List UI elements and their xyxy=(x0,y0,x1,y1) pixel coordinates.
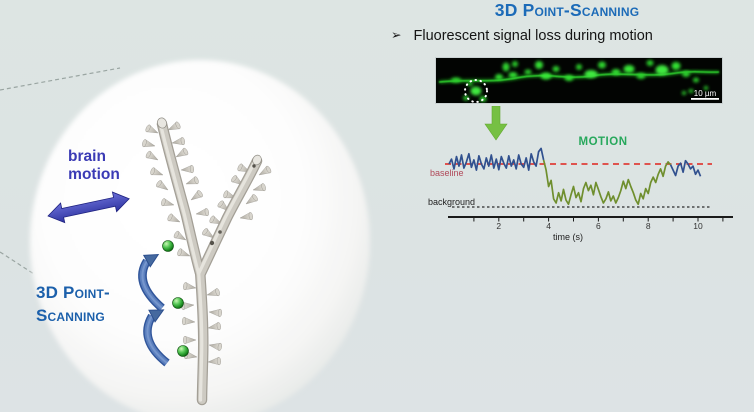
fluorescence-traces xyxy=(448,147,702,206)
dendrite-fluorescence xyxy=(438,60,720,102)
bullet-arrow-icon: ➢ xyxy=(391,28,402,42)
scan-point-spheres xyxy=(162,240,189,357)
brain-motion-arrow xyxy=(47,191,130,224)
end-on-spine-dot xyxy=(252,164,256,168)
dendrite-3d-render xyxy=(141,117,273,406)
end-on-spine-dot xyxy=(218,230,222,234)
x-tick-label: 8 xyxy=(646,221,651,231)
x-tick-labels: 2 4 6 8 10 xyxy=(496,221,703,231)
background-label: background xyxy=(428,197,475,207)
bullet-text: Fluorescent signal loss during motion xyxy=(413,28,653,44)
branch-end-cap xyxy=(252,154,262,166)
brain-motion-line2: motion xyxy=(68,166,120,183)
scan-point-sphere xyxy=(162,240,174,252)
x-axis-ticks xyxy=(473,218,724,222)
scan-point-sphere xyxy=(177,345,189,357)
end-on-spine-dot xyxy=(209,240,215,246)
x-tick-label: 4 xyxy=(546,221,551,231)
green-down-arrow-icon xyxy=(484,106,508,141)
signal-chart: MOTION baseline background 2 4 6 8 10 ti… xyxy=(428,136,733,242)
point-scanning-label: 3D Point- Scanning xyxy=(36,281,110,327)
slide-title: 3D Point-Scanning xyxy=(494,0,640,20)
scale-bar-label: 10 µm xyxy=(694,89,717,98)
dendrite-branches xyxy=(156,118,263,406)
x-axis-title: time (s) xyxy=(553,232,583,242)
x-tick-label: 10 xyxy=(693,221,703,231)
left-scene xyxy=(0,60,370,412)
brain-motion-label: brain motion xyxy=(52,148,122,184)
motion-annotation: MOTION xyxy=(579,136,628,148)
scan-point-sphere xyxy=(172,297,184,309)
branch-end-cap xyxy=(157,117,167,129)
x-tick-label: 2 xyxy=(496,221,501,231)
zoom-circle-backdrop xyxy=(30,60,370,412)
trace-motion xyxy=(542,159,672,206)
trace-stationary-post xyxy=(669,159,702,177)
point-scanning-line2: Scanning xyxy=(36,306,105,325)
fluorescence-image: 10 µm xyxy=(435,57,723,104)
baseline-label: baseline xyxy=(430,168,464,178)
roi-dotted-circle xyxy=(464,79,488,103)
scan-path-arrows xyxy=(138,253,170,367)
scale-bar: 10 µm xyxy=(691,89,719,100)
callout-dashed-line-bottom xyxy=(0,251,35,275)
x-tick-label: 6 xyxy=(596,221,601,231)
bullet-row: ➢ Fluorescent signal loss during motion xyxy=(391,28,653,44)
trace-stationary-pre xyxy=(448,147,545,171)
brain-motion-line1: brain xyxy=(68,148,106,165)
callout-dashed-line-top xyxy=(0,67,121,91)
point-scanning-line1: 3D Point- xyxy=(36,283,110,302)
